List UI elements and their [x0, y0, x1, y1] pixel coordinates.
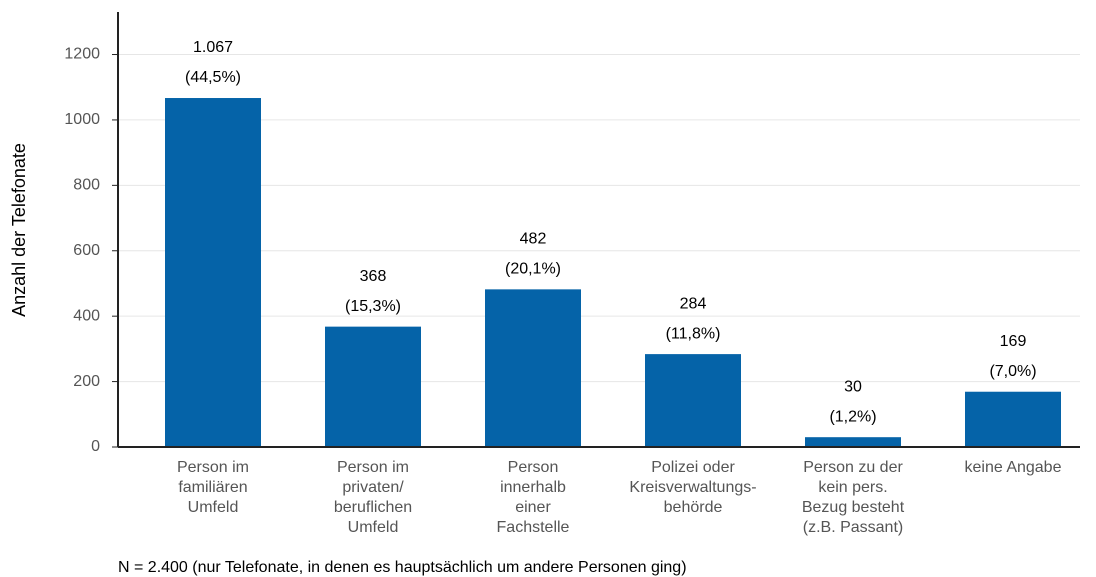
share-label: (11,8%): [666, 325, 721, 342]
x-tick-label: Polizei oder: [651, 459, 735, 476]
y-axis-label: Anzahl der Telefonate: [9, 143, 29, 317]
x-tick-label: kein pers.: [818, 479, 887, 496]
share-label: (20,1%): [505, 261, 561, 278]
y-tick-label: 0: [91, 438, 100, 455]
x-tick-label: Umfeld: [188, 499, 239, 516]
x-tick-label: Person im: [337, 459, 409, 476]
bar: [965, 391, 1061, 447]
bar: [165, 98, 261, 447]
bar: [325, 326, 421, 447]
x-tick-label: einer: [515, 499, 551, 516]
x-tick-label: (z.B. Passant): [803, 519, 903, 536]
value-label: 368: [360, 268, 387, 285]
share-label: (1,2%): [829, 408, 876, 425]
bar: [805, 437, 901, 447]
bar: [485, 289, 581, 447]
footnote: N = 2.400 (nur Telefonate, in denen es h…: [118, 559, 687, 576]
x-tick-label: keine Angabe: [965, 459, 1062, 476]
value-label: 30: [844, 378, 862, 395]
y-tick-label: 600: [73, 242, 100, 259]
x-tick-label: Fachstelle: [497, 519, 570, 536]
value-label: 1.067: [193, 39, 233, 56]
y-tick-label: 200: [73, 373, 100, 390]
share-label: (15,3%): [345, 298, 401, 315]
x-tick-label: innerhalb: [500, 479, 566, 496]
x-tick-label: Kreisverwaltungs-: [629, 479, 756, 496]
y-tick-label: 800: [73, 177, 100, 194]
share-label: (7,0%): [989, 363, 1036, 380]
y-tick-label: 1000: [64, 111, 100, 128]
x-tick-label: Person im: [177, 459, 249, 476]
x-tick-label: Person: [508, 459, 559, 476]
y-tick-label: 400: [73, 307, 100, 324]
x-tick-label: privaten/: [342, 479, 404, 496]
y-tick-label: 1200: [64, 46, 100, 63]
value-label: 482: [520, 231, 547, 248]
value-label: 169: [1000, 333, 1027, 350]
x-tick-label: familiären: [178, 479, 247, 496]
x-tick-label: beruflichen: [334, 499, 412, 516]
share-label: (44,5%): [185, 69, 241, 86]
x-tick-label: behörde: [664, 499, 723, 516]
x-tick-label: Umfeld: [348, 519, 399, 536]
x-tick-label: Person zu der: [803, 459, 903, 476]
x-tick-label: Bezug besteht: [802, 499, 905, 516]
bar: [645, 354, 741, 447]
value-label: 284: [680, 295, 707, 312]
